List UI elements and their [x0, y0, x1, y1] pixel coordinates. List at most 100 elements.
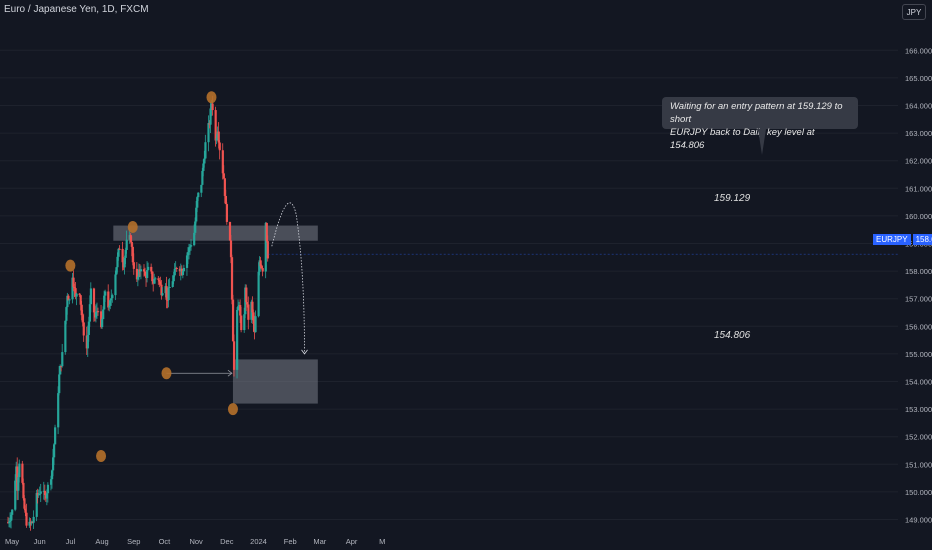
swing-marker [127, 220, 138, 233]
candle-body [228, 221, 232, 241]
price-tag-symbol: EURJPY [873, 234, 911, 245]
candle-body [146, 270, 149, 279]
lower-level-label: 154.806 [714, 330, 751, 341]
candle-body [187, 247, 191, 253]
candle-body [57, 393, 60, 428]
candle-body [129, 235, 132, 242]
x-tick-label: Feb [284, 537, 297, 546]
candle-body [54, 427, 57, 445]
candle-body [154, 278, 157, 280]
candle-body [171, 281, 174, 287]
candle-body [264, 222, 267, 272]
candle-body [150, 266, 153, 272]
price-axis[interactable]: 149.000 150.000 151.000 152.000 153.000 154.0… [905, 46, 932, 524]
candle-body [265, 222, 268, 242]
candle-body [71, 277, 74, 300]
candle-body [144, 271, 147, 276]
candle-body [186, 252, 190, 256]
candle-body [82, 322, 85, 336]
candle-body [45, 493, 49, 499]
candle-body [64, 320, 67, 353]
candle-body [215, 138, 218, 141]
candle-body [23, 498, 26, 509]
swing-marker [206, 91, 217, 104]
candle-body [116, 256, 119, 268]
candle-body [80, 304, 83, 316]
candle-body [243, 314, 246, 331]
candle-body [266, 241, 269, 259]
candle-body [17, 477, 20, 491]
candle-body [59, 365, 62, 375]
candle-body [182, 267, 186, 272]
candle-body [201, 170, 204, 185]
candle-body [193, 232, 196, 246]
candle-body [218, 142, 221, 151]
horizontal-arrow-head [227, 369, 233, 377]
candle-body [136, 277, 140, 280]
candle-body [78, 293, 81, 296]
price-tag-value: 158.611 [911, 234, 932, 245]
candle-body [121, 248, 124, 263]
candle-body [160, 284, 163, 296]
candle-body [115, 267, 118, 275]
candle-body [185, 255, 189, 268]
candle-body [239, 305, 242, 316]
candle-body [22, 482, 25, 499]
candle-body [14, 480, 17, 510]
candle-body [132, 262, 135, 269]
candle-body [232, 341, 236, 370]
candle-body [173, 268, 176, 276]
currency-button[interactable]: JPY [902, 4, 926, 20]
candle-body [251, 301, 254, 313]
candle-body [89, 288, 93, 305]
candle-body [25, 512, 28, 526]
candle-body [94, 311, 98, 318]
candle-body [261, 268, 264, 272]
candle-body [211, 103, 214, 111]
candle-body [222, 173, 225, 179]
candle-body [65, 307, 68, 321]
candle-body [66, 295, 69, 308]
candle-body [107, 291, 110, 308]
candle-body [46, 484, 50, 494]
candle-body [72, 277, 75, 287]
symbol-title[interactable]: Euro / Japanese Yen, 1D, FXCM [4, 4, 149, 15]
candle-body [24, 508, 27, 513]
candle-body [131, 246, 134, 263]
y-tick-label: 150.000 [905, 488, 932, 497]
candle-body [110, 298, 113, 301]
candle-body [28, 521, 31, 526]
x-tick-label: Nov [189, 537, 203, 546]
candle-body [175, 267, 178, 269]
x-tick-label: Jul [66, 537, 76, 546]
x-tick-label: Apr [346, 537, 358, 546]
key-level-zones [113, 225, 318, 404]
candle-body [147, 266, 150, 271]
upper-level-label: 159.129 [714, 193, 751, 204]
candle-body [230, 257, 234, 300]
y-tick-label: 164.000 [905, 102, 932, 111]
candle-body [68, 299, 71, 301]
candle-body [203, 158, 206, 164]
key-level-zone [113, 225, 318, 241]
candle-body [159, 281, 162, 285]
candle-body [67, 295, 70, 301]
time-axis[interactable]: May Jun Jul Aug Sep Oct Nov Dec 2024 Feb Mar Apr M [5, 537, 385, 546]
last-price-tag: EURJPY 158.611 [873, 234, 932, 245]
candle-body [139, 269, 143, 272]
swing-marker [65, 259, 76, 272]
annotation-callout[interactable]: Waiting for an entry pattern at 159.129 … [662, 97, 858, 151]
candle-body [240, 315, 243, 331]
candle-body [125, 239, 128, 251]
candle-body [39, 491, 42, 494]
candle-body [18, 463, 21, 478]
candle-body [236, 310, 239, 370]
candle-body [254, 316, 257, 333]
candle-body [81, 315, 84, 323]
candle-body [224, 195, 227, 205]
annotation-line-2: EURJPY back to Daily key level at 154.80… [670, 127, 815, 151]
key-level-zone [232, 359, 318, 404]
candle-body [137, 269, 141, 278]
y-tick-label: 161.000 [905, 184, 932, 193]
